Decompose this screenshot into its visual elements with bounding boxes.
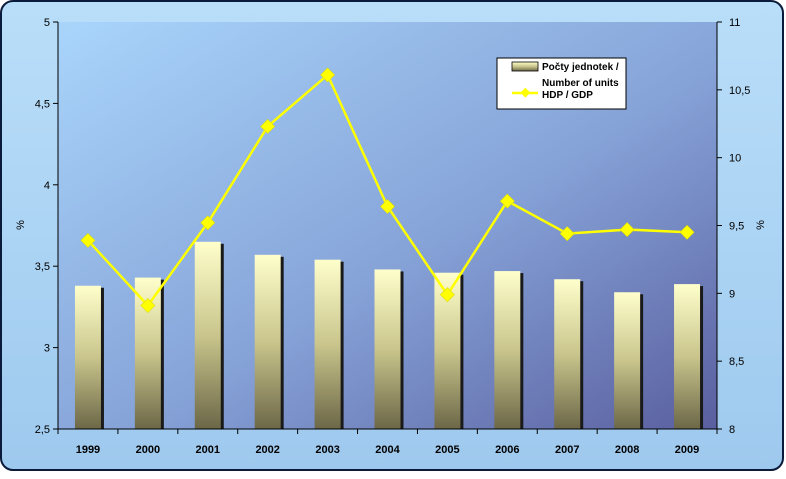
y-left-tick-label: 5 — [44, 17, 50, 29]
bar-2004 — [374, 269, 401, 429]
x-tick-label: 2004 — [375, 444, 400, 456]
y-right-tick-label: 8 — [729, 424, 735, 436]
y-left-tick-label: 4,5 — [35, 98, 50, 110]
bars-layer — [74, 241, 704, 429]
gdp-point-2004 — [380, 199, 395, 214]
bar-2001 — [194, 241, 221, 429]
gdp-point-2003 — [320, 67, 336, 83]
legend-bar-swatch — [511, 61, 539, 72]
x-tick-label: 2001 — [196, 444, 220, 456]
gdp-point-2001 — [200, 215, 216, 231]
x-tick-label: 2003 — [315, 444, 339, 456]
x-tick-label: 2006 — [495, 444, 519, 456]
x-tick-label: 2000 — [136, 444, 160, 456]
gdp-point-1999 — [80, 232, 96, 248]
bar-2003 — [314, 259, 341, 429]
gdp-point-2009 — [679, 224, 695, 240]
bar-2002 — [254, 254, 281, 429]
gdp-point-2000 — [140, 298, 156, 313]
gdp-point-2008 — [619, 222, 635, 237]
gdp-point-2005 — [439, 287, 455, 303]
y-axis-right-label: % — [755, 220, 767, 230]
legend-bar-label-line1: Počty jednotek / — [542, 62, 619, 73]
legend-line-label: HDP / GDP — [542, 90, 593, 101]
y-right-tick-label: 10 — [729, 153, 741, 165]
y-left-tick-label: 3 — [44, 343, 50, 355]
x-tick-label: 2009 — [675, 444, 699, 456]
bar-1999 — [74, 285, 101, 429]
y-left-tick-label: 3,5 — [35, 261, 50, 273]
y-right-tick-label: 10,5 — [729, 85, 750, 97]
x-tick-label: 2002 — [255, 444, 279, 456]
bar-2009 — [674, 284, 701, 429]
gdp-point-2007 — [559, 226, 575, 242]
legend: Počty jednotek / Number of units HDP / G… — [496, 57, 627, 110]
y-right-tick-label: 8,5 — [729, 356, 744, 368]
axes-layer: 2,5 3 3,5 4 4,5 5 8 8,5 9 9,5 10 10,5 11 1999 2000 2001… — [35, 17, 751, 456]
line-layer — [80, 67, 695, 313]
y-right-tick-label: 9,5 — [729, 221, 744, 233]
y-right-tick-label: 9 — [729, 288, 735, 300]
y-left-tick-label: 2,5 — [35, 424, 50, 436]
legend-bar-label-line2: Number of units — [542, 78, 619, 89]
bar-2007 — [554, 279, 581, 429]
bar-2008 — [614, 292, 641, 429]
y-left-tick-label: 4 — [44, 180, 50, 192]
gdp-point-2002 — [260, 119, 276, 134]
x-tick-label: 2005 — [435, 444, 459, 456]
x-tick-label: 1999 — [76, 444, 100, 456]
bar-2006 — [494, 271, 521, 429]
gdp-point-2006 — [499, 193, 515, 209]
x-tick-label: 2008 — [615, 444, 639, 456]
y-axis-left-label: % — [15, 220, 27, 230]
legend-box — [496, 57, 627, 110]
x-tick-label: 2007 — [555, 444, 579, 456]
y-right-tick-label: 11 — [729, 17, 740, 29]
